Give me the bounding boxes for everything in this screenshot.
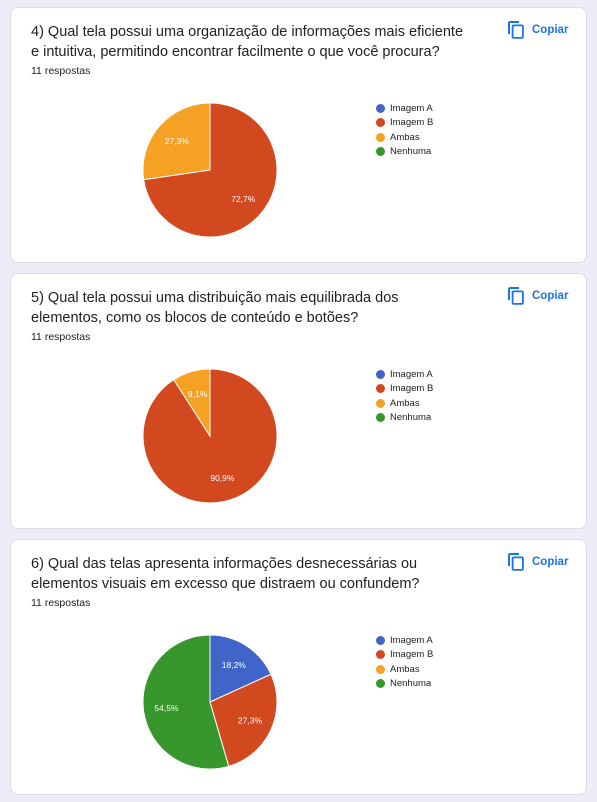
question-card-4: 4) Qual tela possui uma organização de i… (10, 7, 587, 263)
legend-item-ambas[interactable]: Ambas (376, 396, 433, 411)
copy-label: Copiar (532, 556, 569, 568)
legend-item-ambas[interactable]: Ambas (376, 662, 433, 677)
data-label-imagem-b: 27,3% (238, 715, 263, 725)
data-label-imagem-b: 72,7% (231, 194, 256, 204)
copy-icon (508, 287, 524, 305)
copy-icon (508, 553, 524, 571)
pie-chart: 72,7% 27,3% (142, 102, 278, 238)
question-card-6: 6) Qual das telas apresenta informações … (10, 539, 587, 795)
legend-label: Imagem B (390, 383, 434, 395)
response-count: 11 respostas (31, 597, 91, 609)
data-label-imagem-b: 90,9% (210, 473, 235, 483)
copy-chart-button[interactable]: Copiar (508, 286, 568, 306)
question-title: 4) Qual tela possui uma organização de i… (31, 24, 464, 60)
legend-label: Ambas (390, 663, 420, 675)
legend-label: Imagem A (390, 368, 433, 380)
pie-chart: 18,2% 27,3% 54,5% (142, 634, 278, 770)
legend-label: Imagem B (390, 649, 434, 661)
legend-swatch (376, 384, 385, 394)
copy-chart-button[interactable]: Copiar (508, 20, 568, 40)
copy-chart-button[interactable]: Copiar (508, 552, 568, 572)
question-card-5: 5) Qual tela possui uma distribuição mai… (10, 273, 587, 529)
legend-item-imagem-b[interactable]: Imagem B (376, 648, 433, 663)
legend-item-imagem-a[interactable]: Imagem A (376, 101, 433, 116)
legend-item-imagem-b[interactable]: Imagem B (376, 116, 433, 131)
legend-swatch (376, 679, 385, 689)
legend-item-imagem-b[interactable]: Imagem B (376, 382, 433, 397)
legend-label: Imagem A (390, 102, 433, 114)
legend-swatch (376, 132, 385, 142)
legend-label: Nenhuma (390, 146, 432, 158)
copy-label: Copiar (532, 290, 569, 302)
pie-slice-imagem-a (209, 634, 272, 703)
chart-legend: Imagem A Imagem B Ambas Nenhuma (376, 633, 433, 691)
legend-swatch (376, 635, 385, 645)
legend-swatch (376, 118, 385, 128)
legend-item-imagem-a[interactable]: Imagem A (376, 633, 433, 648)
legend-label: Imagem A (390, 634, 433, 646)
pie-slice-imagem-b (209, 673, 278, 767)
data-label-nenhuma: 54,5% (154, 703, 179, 713)
legend-swatch (376, 413, 385, 423)
question-title: 6) Qual das telas apresenta informações … (31, 556, 420, 592)
response-count: 11 respostas (31, 331, 91, 343)
copy-icon (508, 21, 524, 39)
legend-item-ambas[interactable]: Ambas (376, 130, 433, 145)
response-count: 11 respostas (31, 65, 91, 77)
legend-swatch (376, 650, 385, 660)
pie-slice-ambas (142, 102, 211, 181)
legend-swatch (376, 398, 385, 408)
legend-item-imagem-a[interactable]: Imagem A (376, 367, 433, 382)
pie-chart: 90,9% 9,1% (142, 368, 278, 504)
legend-swatch (376, 369, 385, 379)
chart-legend: Imagem A Imagem B Ambas Nenhuma (376, 367, 433, 425)
legend-swatch (376, 103, 385, 113)
chart-legend: Imagem A Imagem B Ambas Nenhuma (376, 101, 433, 159)
data-label-ambas: 9,1% (188, 389, 208, 399)
data-label-imagem-a: 18,2% (222, 660, 247, 670)
question-title: 5) Qual tela possui uma distribuição mai… (31, 290, 399, 326)
pie-slice-ambas (173, 368, 211, 438)
legend-item-nenhuma[interactable]: Nenhuma (376, 677, 433, 692)
legend-item-nenhuma[interactable]: Nenhuma (376, 145, 433, 160)
legend-label: Nenhuma (390, 412, 432, 424)
legend-label: Nenhuma (390, 678, 432, 690)
copy-label: Copiar (532, 24, 569, 36)
legend-swatch (376, 664, 385, 674)
legend-label: Imagem B (390, 117, 434, 129)
pie-slice-nenhuma (142, 634, 230, 770)
legend-label: Ambas (390, 397, 420, 409)
legend-item-nenhuma[interactable]: Nenhuma (376, 411, 433, 426)
data-label-ambas: 27,3% (165, 136, 190, 146)
legend-swatch (376, 147, 385, 157)
legend-label: Ambas (390, 131, 420, 143)
